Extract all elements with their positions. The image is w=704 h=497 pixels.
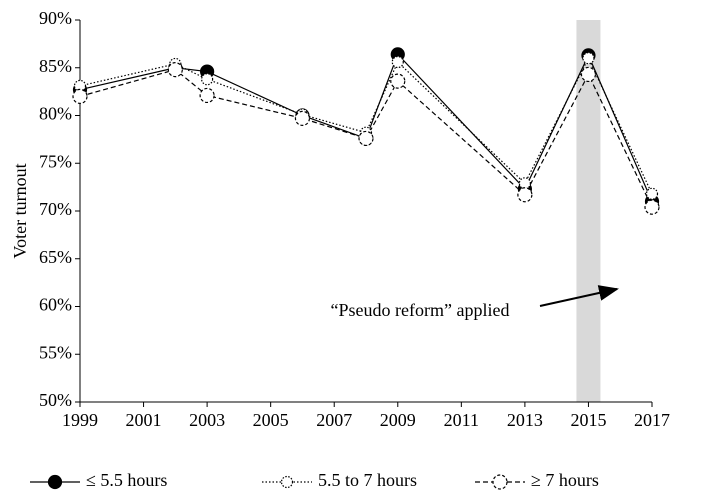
y-tick-label: 60% xyxy=(39,295,72,315)
legend-label: ≤ 5.5 hours xyxy=(86,470,167,490)
y-tick-label: 65% xyxy=(39,247,72,267)
y-tick-label: 55% xyxy=(39,342,72,362)
highlight-band xyxy=(576,20,601,402)
data-point xyxy=(199,87,215,104)
x-tick-label: 2009 xyxy=(380,410,416,430)
data-point xyxy=(518,177,531,190)
data-point xyxy=(167,62,183,78)
annotation: “Pseudo reform” applied xyxy=(331,300,510,320)
data-point xyxy=(358,130,374,147)
legend-marker xyxy=(492,474,508,490)
y-tick-label: 75% xyxy=(39,151,72,171)
y-tick-label: 90% xyxy=(39,8,72,28)
data-point xyxy=(390,73,406,89)
data-point xyxy=(72,88,88,105)
data-point xyxy=(580,66,597,83)
x-tick-label: 2001 xyxy=(126,410,162,430)
legend-label: 5.5 to 7 hours xyxy=(318,470,417,490)
data-point xyxy=(517,187,533,203)
x-tick-label: 2013 xyxy=(507,410,543,430)
y-tick-label: 50% xyxy=(39,390,72,410)
data-point xyxy=(201,73,214,86)
x-tick-label: 1999 xyxy=(62,410,98,430)
series-line xyxy=(79,56,653,195)
y-tick-label: 70% xyxy=(39,199,72,219)
legend-marker xyxy=(280,475,294,489)
y-tick-label: 85% xyxy=(39,56,72,76)
data-point xyxy=(645,187,659,200)
x-tick-label: 2007 xyxy=(316,410,352,430)
legend-marker xyxy=(47,474,63,490)
legend-label: ≥ 7 hours xyxy=(531,470,599,490)
x-tick-label: 2005 xyxy=(253,410,289,430)
y-tick-label: 80% xyxy=(39,104,72,124)
annotation-arrow xyxy=(539,285,619,307)
data-point xyxy=(582,52,595,65)
x-tick-label: 2015 xyxy=(570,410,606,430)
y-axis-label: Voter turnout xyxy=(10,163,30,258)
x-tick-label: 2011 xyxy=(444,410,479,430)
data-point xyxy=(294,110,311,126)
data-point xyxy=(73,79,87,92)
data-point xyxy=(391,55,404,69)
data-point xyxy=(644,199,660,215)
x-tick-label: 2017 xyxy=(634,410,670,430)
x-tick-label: 2003 xyxy=(189,410,225,430)
